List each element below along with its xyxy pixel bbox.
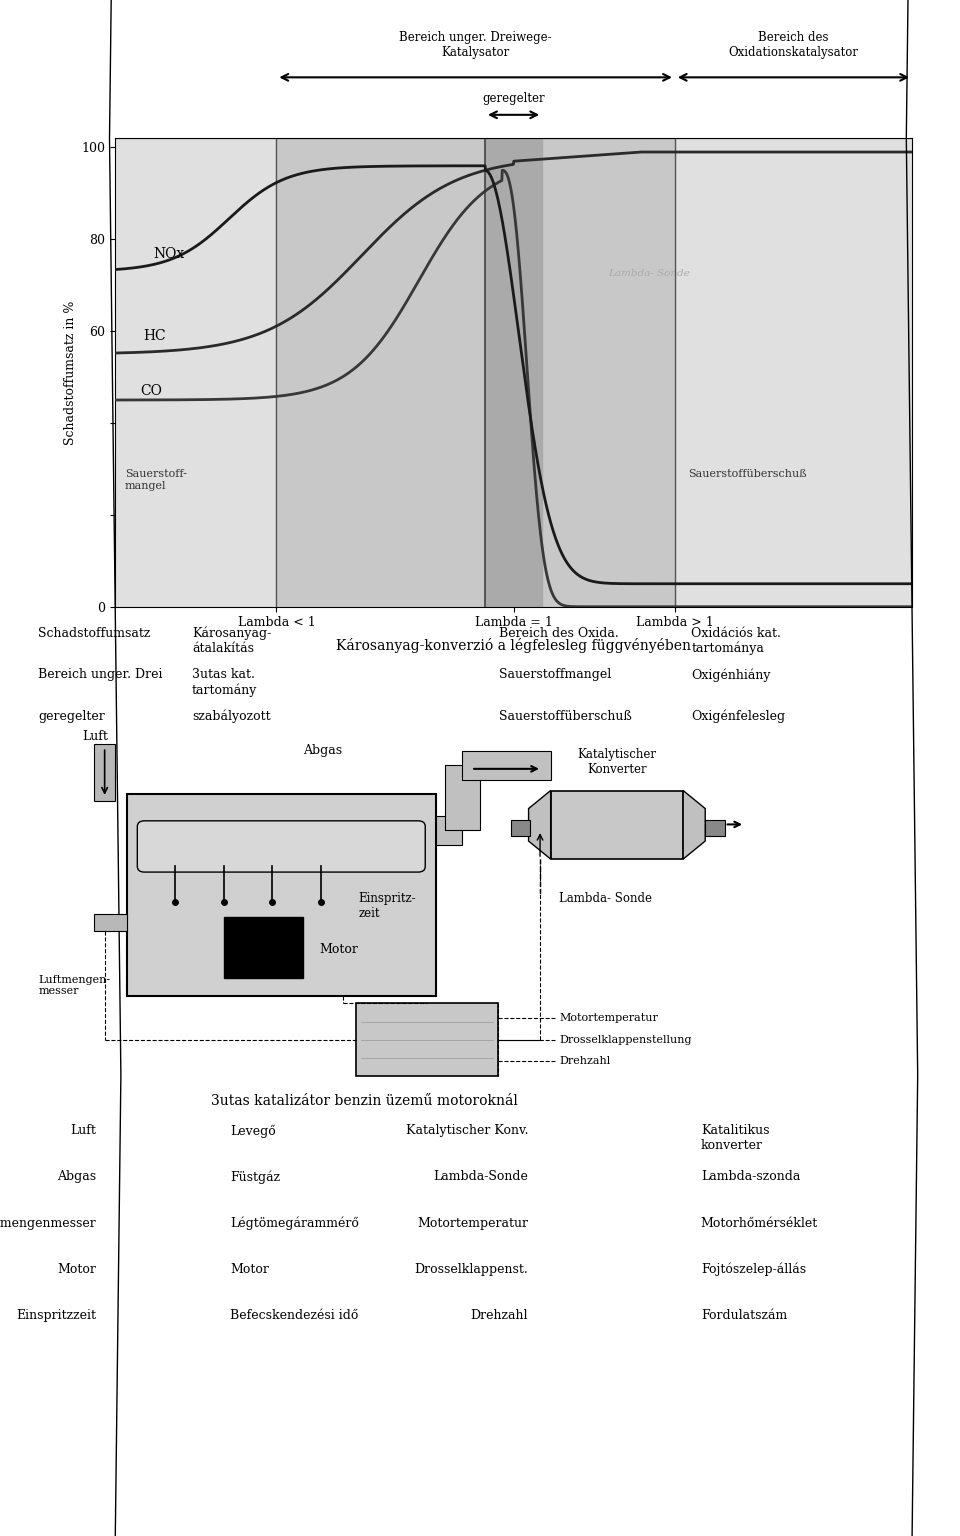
Text: Sauerstoffmangel: Sauerstoffmangel [499, 668, 612, 680]
Text: szabályozott: szabályozott [192, 710, 271, 723]
Text: Füstgáz: Füstgáz [230, 1170, 280, 1184]
Bar [444, 765, 480, 829]
Text: Katalytischer
Konverter: Katalytischer Konverter [577, 748, 657, 776]
Text: Abgas: Abgas [303, 745, 343, 757]
Text: Schadstoffumsatz: Schadstoffumsatz [38, 627, 151, 639]
Text: 3utas kat.
tartomány: 3utas kat. tartomány [192, 668, 257, 697]
Text: Oxigénhiány: Oxigénhiány [691, 668, 771, 682]
Text: Sauerstoffüberschuß: Sauerstoffüberschuß [499, 710, 632, 722]
Text: Motor: Motor [58, 1263, 96, 1275]
Text: Luftmengenmesser: Luftmengenmesser [0, 1217, 96, 1229]
Text: Károsanyag-
átalakítás: Károsanyag- átalakítás [192, 627, 272, 656]
Text: Luft: Luft [83, 730, 108, 743]
Text: geregelter: geregelter [482, 92, 545, 106]
Text: Oxidációs kat.
tartománya: Oxidációs kat. tartománya [691, 627, 781, 656]
Text: Katalitikus
konverter: Katalitikus konverter [701, 1124, 769, 1152]
Text: Fojtószelep-állás: Fojtószelep-állás [701, 1263, 806, 1276]
Text: Bereich des
Oxidationskatalysator: Bereich des Oxidationskatalysator [729, 31, 858, 58]
Text: Bereich unger. Dreiwege-
Katalysator: Bereich unger. Dreiwege- Katalysator [399, 31, 552, 58]
Text: Katalytischer Konv.: Katalytischer Konv. [405, 1124, 528, 1137]
Polygon shape [684, 791, 706, 859]
Text: Befecskendezési idő: Befecskendezési idő [230, 1309, 359, 1321]
Text: HC: HC [144, 329, 166, 344]
Bar [511, 820, 530, 836]
Text: Drehzahl: Drehzahl [470, 1309, 528, 1321]
Text: Abgas: Abgas [57, 1170, 96, 1183]
Bar [463, 751, 551, 780]
Text: Fordulatszám: Fordulatszám [701, 1309, 787, 1321]
Text: 3utas katalizátor benzin üzemű motoroknál: 3utas katalizátor benzin üzemű motorokná… [211, 1094, 518, 1107]
Polygon shape [529, 791, 551, 859]
Bar [356, 1003, 497, 1075]
Text: Luft: Luft [70, 1124, 96, 1137]
Text: Levegő: Levegő [230, 1124, 276, 1138]
Text: Sauerstoff-
mangel: Sauerstoff- mangel [125, 468, 186, 490]
X-axis label: Károsanyag-konverzió a légfelesleg függvényében: Károsanyag-konverzió a légfelesleg függv… [336, 637, 691, 653]
Text: Motortemperatur: Motortemperatur [560, 1012, 659, 1023]
Text: NOx: NOx [154, 247, 184, 261]
Bar [94, 914, 127, 931]
FancyBboxPatch shape [127, 794, 436, 997]
FancyBboxPatch shape [551, 791, 684, 859]
Text: Légtömegárammérő: Légtömegárammérő [230, 1217, 359, 1230]
Bar [436, 816, 463, 845]
Text: CO: CO [140, 384, 161, 398]
Text: Luftmengen-
messer: Luftmengen- messer [38, 975, 110, 997]
Text: Motorhőmérséklet: Motorhőmérséklet [701, 1217, 818, 1229]
Bar [706, 820, 725, 836]
Text: Drosselklappenstellung: Drosselklappenstellung [560, 1035, 692, 1044]
Text: Sauerstoffüberschuß: Sauerstoffüberschuß [688, 468, 806, 479]
Text: Drosselklappenst.: Drosselklappenst. [415, 1263, 528, 1275]
Text: Einspritzzeit: Einspritzzeit [16, 1309, 96, 1321]
Text: Motortemperatur: Motortemperatur [417, 1217, 528, 1229]
Text: Lambda- Sonde: Lambda- Sonde [560, 892, 653, 905]
Bar [94, 743, 115, 802]
Text: Motor: Motor [320, 943, 358, 955]
Bar [224, 917, 303, 978]
Bar [276, 138, 675, 607]
Y-axis label: Schadstoffumsatz in %: Schadstoffumsatz in % [64, 301, 78, 444]
Text: Lambda-Sonde: Lambda-Sonde [433, 1170, 528, 1183]
Text: Lambda-szonda: Lambda-szonda [701, 1170, 801, 1183]
Text: Motor: Motor [230, 1263, 269, 1275]
Text: Bereich des Oxida.: Bereich des Oxida. [499, 627, 619, 639]
Text: Lambda- Sonde: Lambda- Sonde [609, 269, 690, 278]
Text: Oxigénfelesleg: Oxigénfelesleg [691, 710, 785, 723]
Text: geregelter: geregelter [38, 710, 106, 722]
FancyBboxPatch shape [137, 820, 425, 872]
Text: Bereich unger. Drei: Bereich unger. Drei [38, 668, 163, 680]
Bar [485, 138, 542, 607]
Text: Einspritz-
zeit: Einspritz- zeit [359, 892, 417, 920]
Text: Drehzahl: Drehzahl [560, 1057, 611, 1066]
